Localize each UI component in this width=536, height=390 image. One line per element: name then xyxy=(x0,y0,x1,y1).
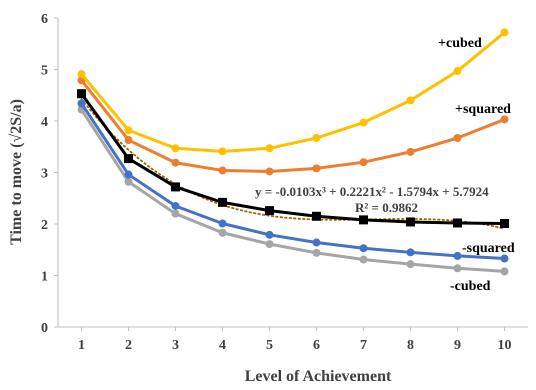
data-point xyxy=(359,158,368,167)
series-line xyxy=(80,102,505,260)
data-point xyxy=(171,201,180,210)
data-point xyxy=(124,136,133,145)
data-point xyxy=(312,211,321,221)
series-layer xyxy=(77,28,509,276)
series-line xyxy=(80,92,505,225)
trendline-equation: y = -0.0103x³ + 0.2221x² - 1.5794x + 5.7… xyxy=(255,184,489,199)
x-tick-label: 4 xyxy=(219,338,226,353)
x-tick-label: 8 xyxy=(407,338,414,353)
data-point xyxy=(500,218,509,228)
data-point xyxy=(406,217,415,227)
trendline-r-squared: R² = 0.9862 xyxy=(355,200,418,215)
data-point xyxy=(77,89,86,99)
trendline-layer xyxy=(80,98,506,230)
data-point xyxy=(453,133,462,142)
data-point xyxy=(500,254,509,263)
series-label-minus-squared: -squared xyxy=(462,241,515,256)
x-tick-label: 7 xyxy=(360,338,367,353)
y-tick-label: 3 xyxy=(41,167,48,182)
series-squared xyxy=(77,99,509,263)
x-tick-label: 6 xyxy=(313,338,320,353)
data-point xyxy=(265,167,274,176)
data-point xyxy=(265,144,274,153)
trendline xyxy=(80,98,506,230)
data-point xyxy=(453,264,462,273)
y-tick-label: 0 xyxy=(41,321,48,336)
y-tick-label: 4 xyxy=(41,115,48,130)
data-point xyxy=(77,99,86,108)
y-tick-label: 6 xyxy=(41,12,48,27)
series-average xyxy=(77,89,509,228)
x-tick-label: 3 xyxy=(172,338,179,353)
data-point xyxy=(312,164,321,173)
labels-layer: Time to move (√2S/a) Level of Achievemen… xyxy=(8,36,515,385)
series-label-plus-squared: +squared xyxy=(455,102,511,117)
data-point xyxy=(453,67,462,76)
data-point xyxy=(359,215,368,225)
data-point xyxy=(265,206,274,216)
series-line xyxy=(80,79,506,173)
data-point xyxy=(500,115,509,124)
data-point xyxy=(500,28,509,37)
data-point xyxy=(124,177,133,186)
data-point xyxy=(312,133,321,142)
data-point xyxy=(359,118,368,127)
series-cubed xyxy=(77,28,509,156)
data-point xyxy=(406,248,415,257)
data-point xyxy=(218,147,227,156)
x-tick-label: 10 xyxy=(498,338,512,353)
series-squared xyxy=(77,76,509,176)
data-point xyxy=(171,144,180,153)
series-cubed xyxy=(77,105,509,276)
data-point xyxy=(218,219,227,228)
y-tick-label: 5 xyxy=(41,64,48,79)
data-point xyxy=(171,209,180,218)
x-tick-label: 5 xyxy=(266,338,273,353)
data-point xyxy=(218,228,227,237)
x-tick-label: 9 xyxy=(454,338,461,353)
data-point xyxy=(312,248,321,257)
data-point xyxy=(124,126,133,135)
data-point xyxy=(500,267,509,276)
series-line xyxy=(80,31,506,153)
data-point xyxy=(265,240,274,249)
data-point xyxy=(218,166,227,175)
data-point xyxy=(218,197,227,207)
data-point xyxy=(406,260,415,269)
data-point xyxy=(171,182,180,192)
data-point xyxy=(265,230,274,239)
y-tick-label: 2 xyxy=(41,218,48,233)
data-point xyxy=(453,218,462,228)
data-point xyxy=(77,70,86,79)
x-tick-label: 2 xyxy=(125,338,132,353)
data-point xyxy=(124,154,133,164)
data-point xyxy=(124,170,133,179)
data-point xyxy=(406,96,415,105)
data-point xyxy=(171,158,180,167)
series-label-plus-cubed: +cubed xyxy=(438,36,482,51)
x-axis-title: Level of Achievement xyxy=(245,368,392,385)
data-point xyxy=(312,238,321,247)
data-point xyxy=(406,147,415,156)
data-point xyxy=(453,251,462,260)
series-label-minus-cubed: -cubed xyxy=(450,279,491,294)
data-point xyxy=(359,244,368,253)
data-point xyxy=(359,255,368,264)
y-axis-title: Time to move (√2S/a) xyxy=(8,99,25,245)
y-tick-label: 1 xyxy=(41,270,48,285)
axes: 0 1 2 3 4 5 6 1 2 3 4 5 6 7 8 9 10 xyxy=(41,12,528,353)
series-line xyxy=(80,108,505,273)
x-tick-label: 1 xyxy=(78,338,85,353)
